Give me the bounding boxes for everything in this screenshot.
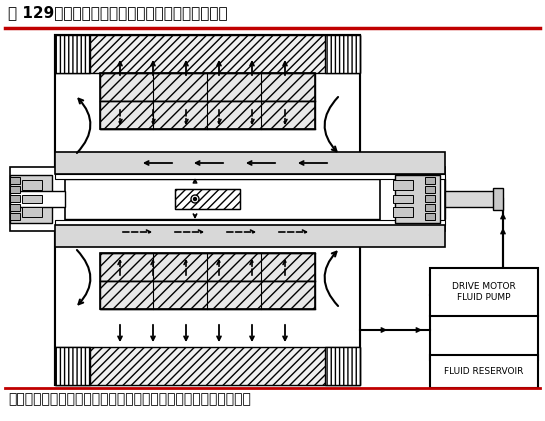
Bar: [10, 195, 20, 202]
Bar: [175, 189, 240, 209]
Circle shape: [191, 195, 199, 203]
Bar: [55, 347, 90, 385]
Bar: [10, 175, 52, 223]
Bar: [55, 220, 445, 225]
Bar: [55, 35, 360, 385]
Bar: [380, 167, 445, 231]
Bar: [175, 189, 240, 209]
Bar: [493, 188, 503, 210]
Bar: [55, 35, 360, 385]
Bar: [425, 195, 435, 202]
Bar: [22, 195, 42, 203]
Bar: [100, 281, 315, 309]
Bar: [425, 204, 435, 211]
Bar: [10, 191, 65, 207]
Circle shape: [193, 197, 197, 200]
Bar: [10, 204, 20, 211]
Bar: [22, 180, 42, 190]
Bar: [325, 347, 360, 385]
Text: 图 129：电机低效制热模式润滑油和热流量示意图: 图 129：电机低效制热模式润滑油和热流量示意图: [8, 5, 228, 20]
Bar: [425, 177, 435, 184]
Bar: [10, 186, 20, 193]
Bar: [393, 207, 413, 217]
Bar: [55, 35, 360, 73]
Bar: [393, 195, 413, 203]
Bar: [55, 179, 445, 219]
Bar: [100, 253, 315, 281]
Bar: [395, 175, 440, 223]
Bar: [100, 253, 315, 309]
Bar: [10, 177, 20, 184]
Bar: [430, 268, 538, 316]
Bar: [10, 213, 20, 220]
Bar: [55, 174, 445, 179]
Bar: [325, 35, 360, 73]
Text: DRIVE MOTOR
FLUID PUMP: DRIVE MOTOR FLUID PUMP: [452, 282, 516, 302]
Bar: [55, 225, 445, 247]
Bar: [393, 180, 413, 190]
Bar: [55, 152, 445, 174]
Text: FLUID RESERVOIR: FLUID RESERVOIR: [444, 367, 524, 376]
Bar: [100, 101, 315, 129]
Text: 资料来源：《特斯拉电动汽车热管理技术发展趋势》（胡志林等）: 资料来源：《特斯拉电动汽车热管理技术发展趋势》（胡志林等）: [8, 392, 251, 406]
Bar: [55, 347, 360, 385]
Bar: [425, 186, 435, 193]
Bar: [55, 35, 90, 73]
Bar: [10, 167, 65, 231]
Bar: [445, 191, 495, 207]
Bar: [22, 207, 42, 217]
Bar: [430, 355, 538, 388]
Bar: [100, 73, 315, 101]
Bar: [100, 73, 315, 129]
Bar: [425, 213, 435, 220]
